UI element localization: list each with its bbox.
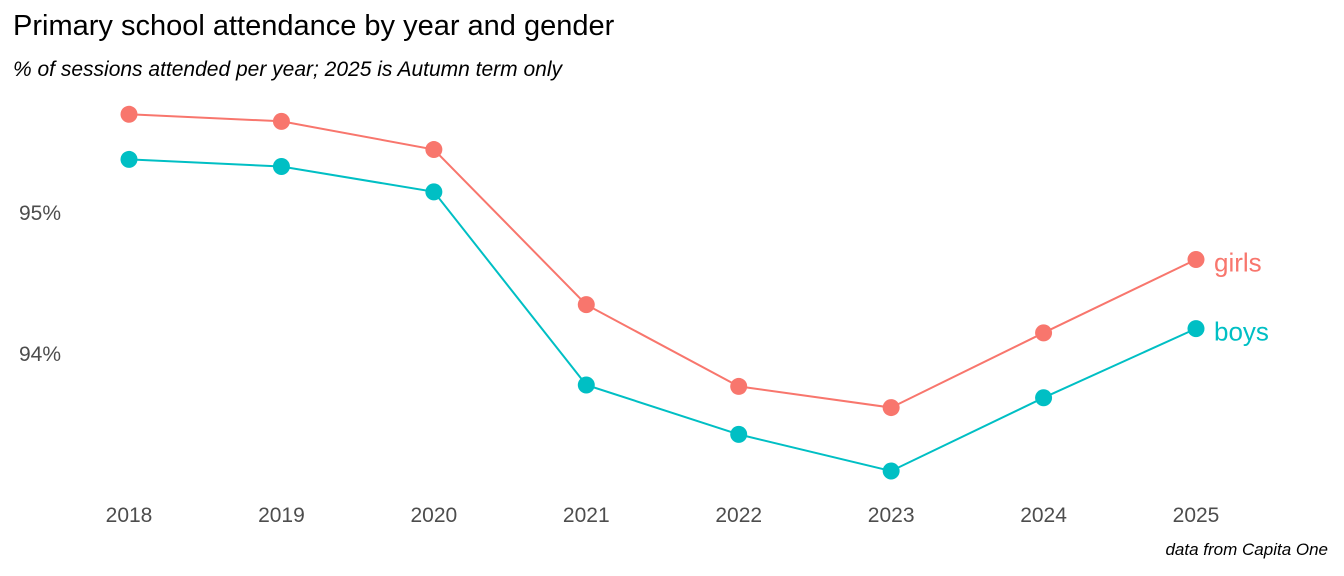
x-tick-label: 2018 [106, 504, 153, 527]
data-point-girls [1187, 251, 1205, 269]
data-point-girls [1035, 324, 1053, 342]
x-axis-ticks: 2018 2019 2020 2021 2022 2023 2024 2025 [106, 504, 1220, 527]
data-point-boys [1187, 320, 1205, 338]
y-tick-label: 94% [19, 343, 61, 366]
data-point-boys [120, 150, 138, 168]
data-point-girls [882, 399, 900, 417]
chart-subtitle: % of sessions attended per year; 2025 is… [13, 58, 563, 81]
data-point-boys [577, 376, 595, 394]
data-point-boys [730, 425, 748, 443]
series-layer: girls boys [120, 105, 1269, 480]
x-tick-label: 2022 [715, 504, 762, 527]
data-point-girls [425, 141, 443, 159]
series-line-boys [128, 158, 1197, 473]
chart-caption: data from Capita One [1165, 540, 1328, 559]
series-line-girls [128, 113, 1197, 409]
x-tick-label: 2023 [868, 504, 915, 527]
y-tick-label: 95% [19, 202, 61, 225]
series-girls: girls [120, 105, 1262, 417]
data-point-girls [272, 112, 290, 130]
data-point-boys [272, 157, 290, 175]
data-point-girls [120, 105, 138, 123]
x-tick-label: 2024 [1020, 504, 1067, 527]
data-point-boys [1035, 389, 1053, 407]
data-point-girls [730, 377, 748, 395]
y-axis-ticks: 94% 95% [19, 202, 61, 366]
series-boys: boys [120, 150, 1269, 480]
x-tick-label: 2019 [258, 504, 305, 527]
data-point-girls [577, 296, 595, 314]
x-tick-label: 2021 [563, 504, 610, 527]
chart-title: Primary school attendance by year and ge… [13, 10, 615, 42]
x-tick-label: 2025 [1173, 504, 1220, 527]
series-label-boys: boys [1214, 317, 1269, 347]
data-point-boys [425, 183, 443, 201]
x-tick-label: 2020 [410, 504, 457, 527]
series-label-girls: girls [1214, 248, 1262, 278]
data-point-boys [882, 462, 900, 480]
